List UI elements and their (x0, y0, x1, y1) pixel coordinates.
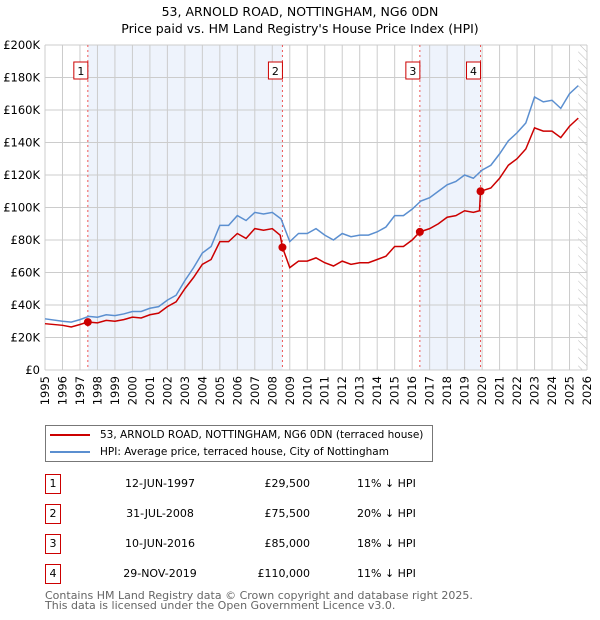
price-chart: 1995 1996 1997 1998 1999 2000 2001 2002 2003 2004… (3, 38, 594, 405)
x-tick-label: 1997 (73, 376, 87, 405)
transaction-price: £85,000 (264, 537, 311, 550)
x-tick-label: 2002 (160, 376, 174, 405)
y-tick-label: £60K (11, 266, 41, 280)
y-tick-label: £0 (25, 363, 40, 377)
x-tick-label: 2008 (265, 376, 279, 405)
y-tick-label: £140K (3, 136, 40, 150)
sale-label: 1 (77, 65, 84, 78)
transaction-hpi-diff: 11% ↓ HPI (357, 477, 416, 490)
transaction-price: £110,000 (257, 567, 311, 580)
sale-point (278, 243, 287, 252)
transaction-row: 3 10-JUN-2016 £85,000 18% ↓ HPI (45, 534, 465, 554)
transaction-hpi-diff: 20% ↓ HPI (357, 507, 416, 520)
x-tick-label: 2011 (318, 376, 332, 405)
x-tick-label: 2012 (335, 376, 349, 405)
x-tick-label: 2024 (545, 376, 559, 405)
x-tick-label: 2003 (178, 376, 192, 405)
transaction-price: £75,500 (264, 507, 311, 520)
x-tick-label: 2007 (248, 376, 262, 405)
x-tick-label: 2010 (300, 376, 314, 405)
sale-label: 2 (272, 65, 279, 78)
y-tick-label: £100K (3, 201, 40, 215)
x-tick-label: 2009 (283, 376, 297, 405)
y-tick-label: £20K (11, 331, 41, 345)
chart-subtitle: Price paid vs. HM Land Registry's House … (121, 21, 479, 36)
x-tick-label: 2015 (388, 376, 402, 405)
x-tick-label: 1995 (38, 376, 52, 405)
legend-item-property: 53, ARNOLD ROAD, NOTTINGHAM, NG6 0DN (te… (50, 427, 423, 443)
transaction-marker: 2 (45, 504, 61, 524)
sale-point (83, 318, 92, 327)
x-tick-label: 2001 (143, 376, 157, 405)
y-tick-label: £120K (3, 168, 40, 182)
sale-label-box (466, 61, 482, 80)
legend-label: HPI: Average price, terraced house, City… (100, 446, 389, 458)
x-tick-label: 2000 (125, 376, 139, 405)
x-tick-label: 2017 (423, 376, 437, 405)
sale-label-box (405, 61, 421, 80)
x-tick-label: 2006 (230, 376, 244, 405)
x-tick-label: 2025 (563, 376, 577, 405)
y-tick-label: £200K (3, 38, 40, 52)
x-tick-label: 2014 (370, 376, 384, 405)
legend-label: 53, ARNOLD ROAD, NOTTINGHAM, NG6 0DN (te… (100, 429, 424, 441)
transaction-marker: 3 (45, 534, 61, 554)
x-tick-label: 2016 (405, 376, 419, 405)
transaction-date: 12-JUN-1997 (124, 477, 196, 490)
sale-label-box (73, 61, 89, 80)
transaction-row: 2 31-JUL-2008 £75,500 20% ↓ HPI (45, 504, 465, 524)
x-tick-label: 2013 (353, 376, 367, 405)
y-tick-label: £180K (3, 71, 40, 85)
x-tick-label: 1996 (55, 376, 69, 405)
transaction-date: 31-JUL-2008 (126, 507, 194, 520)
x-tick-label: 2018 (440, 376, 454, 405)
transaction-marker: 1 (45, 474, 61, 494)
legend: 53, ARNOLD ROAD, NOTTINGHAM, NG6 0DN (te… (45, 425, 433, 462)
footer-copyright: Contains HM Land Registry data © Crown c… (45, 589, 473, 602)
x-tick-label: 1999 (108, 376, 122, 405)
transaction-row: 4 29-NOV-2019 £110,000 11% ↓ HPI (45, 564, 465, 584)
y-tick-label: £160K (3, 103, 40, 117)
sale-label-box (267, 61, 283, 80)
footer-licence: This data is licensed under the Open Gov… (45, 599, 396, 612)
transaction-date: 10-JUN-2016 (124, 537, 196, 550)
sale-point (476, 187, 485, 196)
transaction-row: 1 12-JUN-1997 £29,500 11% ↓ HPI (45, 474, 465, 494)
y-tick-label: £40K (11, 298, 41, 312)
hpi-line (44, 85, 579, 323)
x-tick-label: 2023 (528, 376, 542, 405)
sale-point (415, 227, 424, 236)
legend-swatch-blue (50, 451, 90, 453)
transaction-hpi-diff: 18% ↓ HPI (357, 537, 416, 550)
x-tick-label: 1998 (90, 376, 104, 405)
x-tick-label: 2004 (195, 376, 209, 405)
legend-swatch-red (50, 434, 90, 436)
sale-label: 4 (470, 65, 477, 78)
x-tick-label: 2026 (580, 376, 594, 405)
transaction-hpi-diff: 11% ↓ HPI (357, 567, 416, 580)
x-tick-label: 2022 (510, 376, 524, 405)
transaction-marker: 4 (45, 564, 61, 584)
x-tick-label: 2020 (475, 376, 489, 405)
y-tick-label: £80K (11, 233, 41, 247)
x-tick-label: 2021 (493, 376, 507, 405)
transaction-price: £29,500 (264, 477, 311, 490)
property-price-line (44, 117, 579, 328)
transaction-date: 29-NOV-2019 (123, 567, 197, 580)
legend-item-hpi: HPI: Average price, terraced house, City… (50, 444, 389, 460)
sale-label: 3 (409, 65, 416, 78)
x-tick-label: 2019 (458, 376, 472, 405)
x-tick-label: 2005 (213, 376, 227, 405)
chart-title: 53, ARNOLD ROAD, NOTTINGHAM, NG6 0DN (161, 4, 439, 19)
